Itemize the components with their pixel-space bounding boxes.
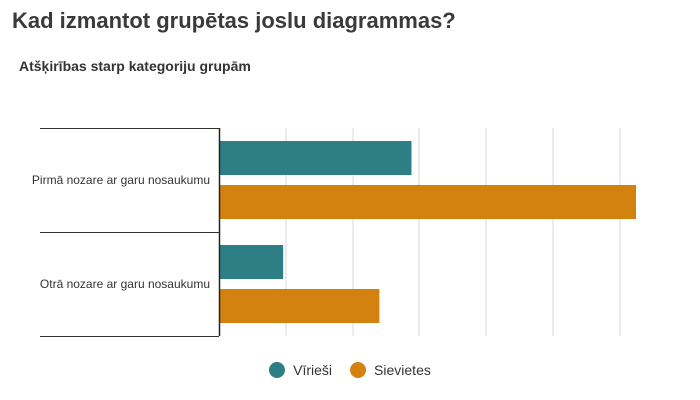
category-label-0: Pirmā nozare ar garu nosaukumu	[32, 173, 210, 187]
chart-title: Kad izmantot grupētas joslu diagrammas?	[12, 8, 456, 33]
legend: Vīrieši Sievietes	[0, 362, 700, 378]
legend-label-series-0: Vīrieši	[293, 362, 333, 378]
bar-0-0	[219, 141, 412, 175]
bar-1-0	[219, 245, 284, 279]
bar-1-1	[219, 289, 380, 323]
bar-0-1	[219, 185, 636, 219]
legend-item-series-1: Sievietes	[350, 362, 431, 378]
legend-label-series-1: Sievietes	[374, 362, 431, 378]
category-label-1: Otrā nozare ar garu nosaukumu	[40, 277, 210, 291]
legend-item-series-0: Vīrieši	[269, 362, 332, 378]
legend-swatch-series-1	[350, 362, 367, 378]
chart-subtitle: Atšķirības starp kategoriju grupām	[19, 58, 251, 74]
legend-swatch-series-0	[269, 362, 286, 378]
